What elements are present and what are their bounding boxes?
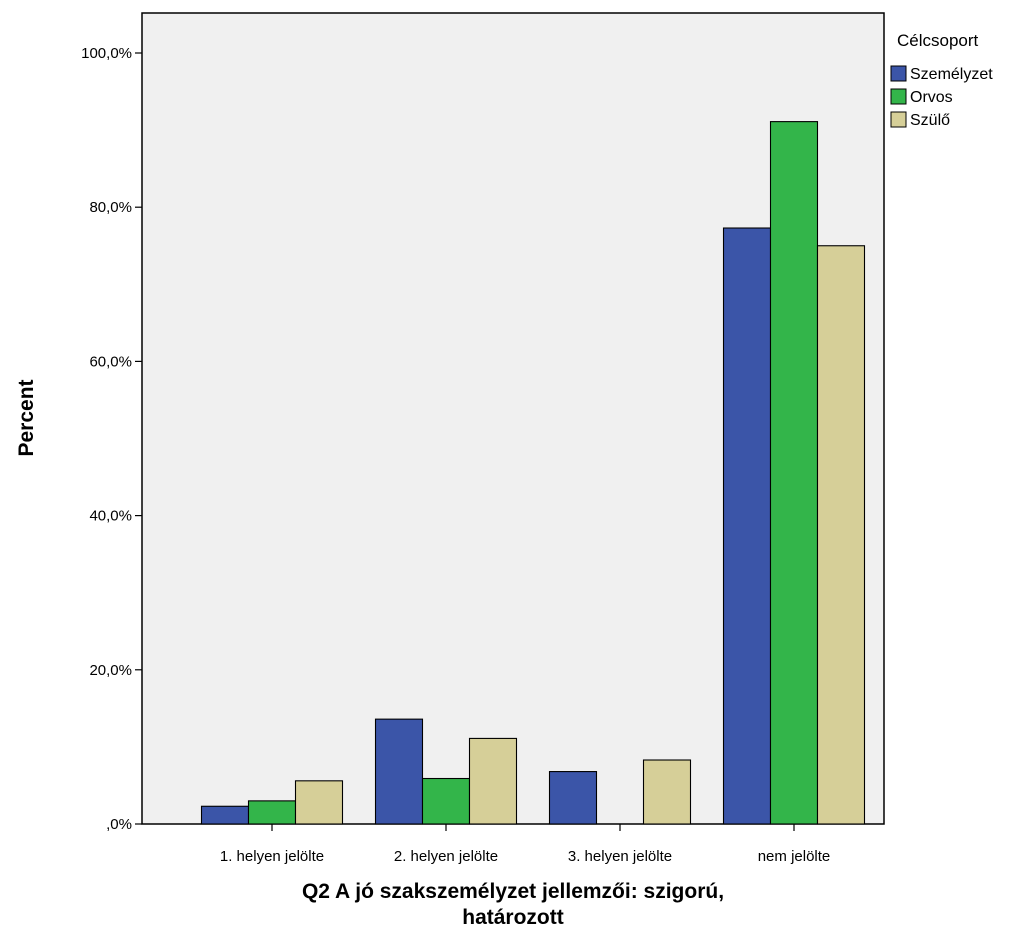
bar-szülő-3	[642, 759, 692, 825]
bar-szülő-1	[294, 780, 344, 825]
legend: Célcsoport Személyzet Orvos Szülő	[890, 31, 993, 129]
legend-swatch-személyzet	[890, 65, 907, 82]
y-tick-label: 40,0%	[89, 508, 132, 525]
x-axis: 1. helyen jelölte 2. helyen jelölte 3. hel…	[220, 824, 830, 865]
bar-személyzet-4	[722, 227, 772, 825]
legend-swatch-szülő	[890, 111, 907, 128]
x-category-label: 3. helyen jelölte	[568, 848, 672, 865]
legend-label: Orvos	[910, 89, 953, 106]
y-tick-label: 20,0%	[89, 662, 132, 679]
legend-title: Célcsoport	[897, 31, 979, 50]
bars-layer	[200, 121, 866, 825]
y-tick-label: 100,0%	[81, 45, 132, 62]
bar-orvos-2	[421, 777, 471, 825]
bar-orvos-4	[769, 121, 819, 825]
y-axis-title: Percent	[15, 379, 38, 456]
y-tick-label: 80,0%	[89, 199, 132, 216]
x-axis-title-line-1: Q2 A jó szakszemélyzet jellemzői: szigor…	[302, 880, 724, 903]
legend-label: Szülő	[910, 112, 950, 129]
bar-orvos-1	[247, 800, 297, 825]
bar-személyzet-3	[548, 771, 598, 825]
x-axis-title-line-2: határozott	[462, 906, 564, 929]
legend-swatch-orvos	[890, 88, 907, 105]
y-tick-label: ,0%	[106, 816, 132, 833]
bar-személyzet-1	[200, 805, 250, 825]
x-category-label: nem jelölte	[758, 848, 831, 865]
y-axis: ,0% 20,0% 40,0% 60,0% 80,0% 100,0%	[81, 45, 142, 833]
x-category-label: 2. helyen jelölte	[394, 848, 498, 865]
bar-személyzet-2	[374, 718, 424, 825]
bar-szülő-4	[816, 245, 866, 825]
bar-szülő-2	[468, 737, 518, 825]
legend-label: Személyzet	[910, 66, 993, 83]
y-tick-label: 60,0%	[89, 353, 132, 370]
x-category-label: 1. helyen jelölte	[220, 848, 324, 865]
